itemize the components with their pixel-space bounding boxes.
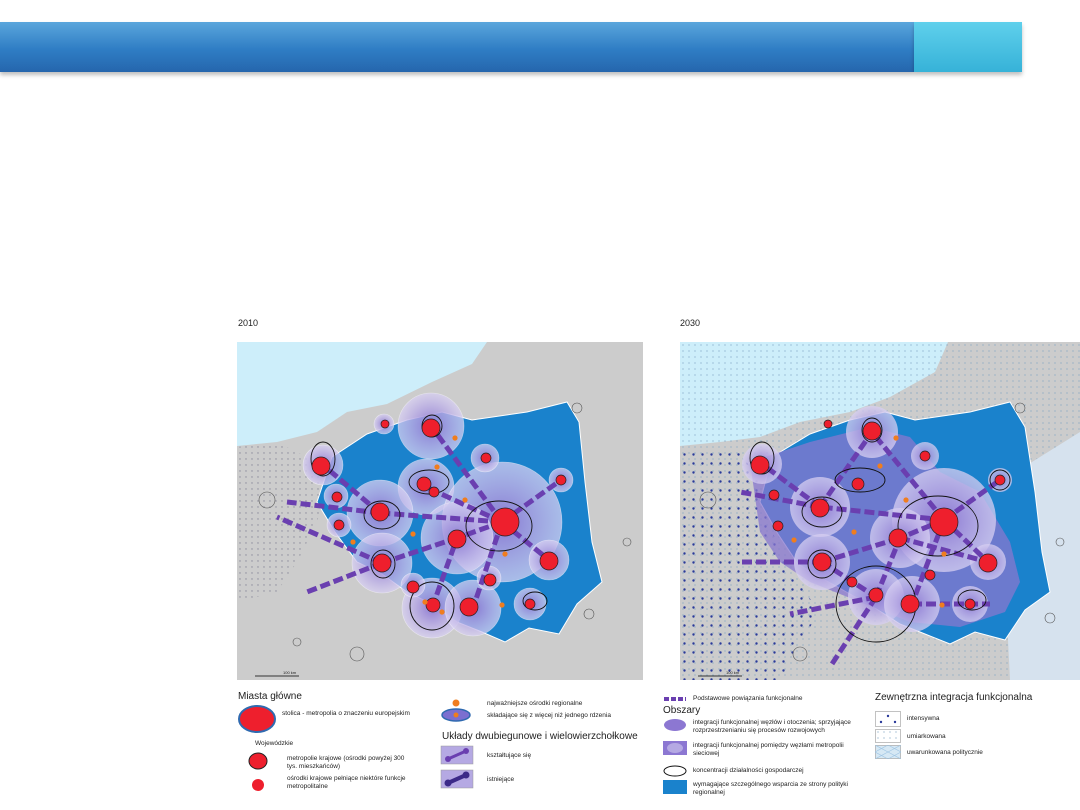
legend-support-label: wymagające szczególnego wsparcia ze stro… xyxy=(693,781,848,796)
legend-external-heading: Zewnętrzna integracja funkcjonalna xyxy=(875,692,1033,703)
legend-partial-label: ośrodki krajowe pełniące niektóre funkcj… xyxy=(287,775,406,790)
legend-intense-label: intensywna xyxy=(907,715,940,722)
legend-links-label: Podstawowe powiązania funkcjonalne xyxy=(693,695,803,702)
legend-political-label: uwarunkowana politycznie xyxy=(907,749,983,756)
legend-partial-swatch xyxy=(252,779,264,791)
legend-national-swatch xyxy=(248,752,268,770)
legend-forming-label: kształtujące się xyxy=(487,752,532,759)
legend-voivodeship-heading: Wojewódzkie xyxy=(255,740,294,747)
legend-concentration-label: koncentracji działalności gospodarczej xyxy=(693,767,804,774)
legend-existing-swatch xyxy=(440,769,474,789)
legend-political-swatch xyxy=(875,745,901,759)
legend-moderate-swatch xyxy=(875,729,901,743)
legend-national-label: metropolie krajowe (ośrodki powyżej 300 … xyxy=(287,755,405,770)
legend-areas-heading: Obszary xyxy=(663,705,701,716)
legend-multi-core-swatch xyxy=(441,708,471,722)
scalebar-2030: 100 km xyxy=(726,670,740,675)
legend-capital-label: stolica - metropolia o znaczeniu europej… xyxy=(282,710,410,717)
panel-title-2030: 2030 xyxy=(680,318,701,328)
legend-multi-core-label: składające się z więcej niż jednego rdze… xyxy=(487,712,611,719)
panel-title-2010: 2010 xyxy=(238,318,259,328)
legend-moderate-label: umiarkowana xyxy=(907,733,946,740)
legend-bipolar-heading: Układy dwubiegunowe i wielowierzchołkowe xyxy=(442,731,638,742)
legend-links-swatch xyxy=(664,697,686,701)
title-banner-tab xyxy=(914,22,1022,72)
legend-intense-swatch xyxy=(875,711,901,727)
title-banner xyxy=(0,22,914,72)
legend-network-swatch xyxy=(663,741,687,755)
map-2010: 100 km xyxy=(237,342,643,680)
legend-support-swatch xyxy=(663,780,687,794)
map-2030: 100 km xyxy=(680,342,1080,680)
legend-main-cities-heading: Miasta główne xyxy=(238,691,302,702)
legend-existing-label: istniejące xyxy=(487,776,515,783)
legend-concentration-swatch xyxy=(663,765,687,777)
scalebar-2010: 100 km xyxy=(283,670,297,675)
legend-capital-swatch xyxy=(238,705,276,733)
legend-integration-label: integracji funkcjonalnej węzłów i otocze… xyxy=(693,719,851,734)
legend-integration-swatch xyxy=(664,719,686,731)
legend-network-label: integracji funkcjonalnej pomiędzy węzłam… xyxy=(693,742,844,757)
legend-regional-label: najważniejsze ośrodki regionalne xyxy=(487,700,583,707)
legend-regional-swatch xyxy=(452,699,460,707)
legend-forming-swatch xyxy=(440,745,474,765)
